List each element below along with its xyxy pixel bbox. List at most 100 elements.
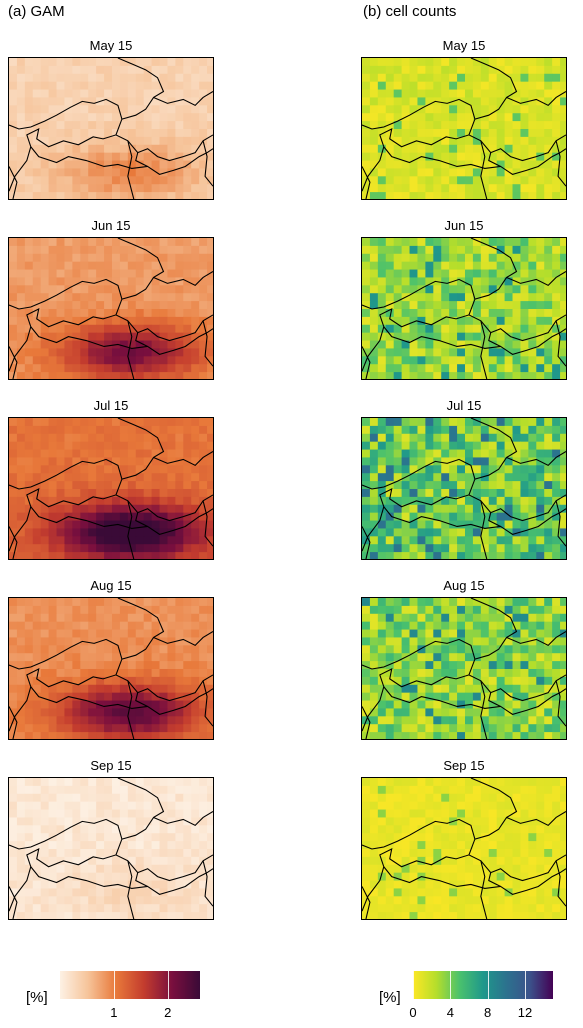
country-border	[490, 494, 566, 522]
country-border	[117, 418, 165, 480]
colorbar-tick	[413, 971, 414, 999]
country-border	[153, 91, 213, 106]
country-border	[490, 314, 566, 342]
country-border	[137, 674, 213, 702]
country-border	[383, 506, 501, 529]
country-border	[137, 854, 213, 882]
country-border	[480, 500, 488, 559]
country-border	[490, 854, 566, 882]
country-border	[153, 271, 213, 286]
country-border	[9, 166, 18, 199]
country-border	[202, 500, 213, 547]
country-border	[153, 451, 213, 466]
map-image	[8, 237, 214, 380]
country-border	[470, 58, 518, 120]
panel-title: Aug 15	[443, 578, 485, 593]
country-border	[9, 128, 213, 192]
country-border	[9, 706, 18, 739]
country-border	[555, 140, 566, 187]
country-border	[153, 811, 213, 826]
country-border	[470, 418, 518, 480]
country-border	[470, 238, 518, 300]
country-border	[555, 500, 566, 547]
panel-title: May 15	[442, 38, 486, 53]
country-border	[9, 526, 18, 559]
country-border	[127, 680, 135, 739]
country-border	[362, 458, 476, 496]
country-border	[30, 146, 148, 169]
country-border	[480, 680, 488, 739]
country-border	[9, 488, 213, 552]
map-image	[361, 597, 567, 740]
country-border	[490, 134, 566, 162]
legend-unit-gam: [%]	[26, 989, 48, 1006]
colorbar-tick-label: 0	[409, 1005, 417, 1020]
country-border	[362, 886, 371, 919]
map-image	[8, 597, 214, 740]
country-border	[362, 668, 566, 732]
country-border	[137, 134, 213, 162]
country-border	[362, 488, 566, 552]
country-border	[362, 166, 371, 199]
country-border	[9, 346, 18, 379]
country-border	[383, 146, 501, 169]
colorbar-tick-label: 1	[110, 1005, 118, 1020]
country-border	[30, 866, 148, 889]
map-image	[8, 57, 214, 200]
colorbar-tick	[525, 971, 526, 999]
country-border	[555, 320, 566, 367]
country-border	[383, 866, 501, 889]
country-border	[362, 308, 566, 372]
map-image	[361, 417, 567, 560]
country-border	[362, 638, 476, 676]
country-border	[383, 686, 501, 709]
column-title-cell-counts: (b) cell counts	[363, 3, 457, 20]
country-border	[202, 860, 213, 907]
country-border	[506, 91, 566, 106]
panel-title: Jul 15	[93, 398, 129, 413]
map-image	[361, 237, 567, 380]
country-border	[9, 458, 123, 496]
map-image	[361, 57, 567, 200]
country-border	[30, 506, 148, 529]
country-border	[117, 778, 165, 840]
country-border	[362, 98, 476, 136]
panel-title: Aug 15	[90, 578, 132, 593]
panel-title: Jul 15	[446, 398, 482, 413]
country-border	[9, 848, 213, 912]
country-border	[30, 326, 148, 349]
country-border	[362, 278, 476, 316]
panel-title: Jun 15	[444, 218, 484, 233]
country-border	[555, 680, 566, 727]
country-border	[383, 326, 501, 349]
country-border	[362, 128, 566, 192]
country-border	[506, 811, 566, 826]
map-image	[8, 417, 214, 560]
country-border	[470, 778, 518, 840]
country-border	[117, 58, 165, 120]
colorbar-tick-label: 12	[517, 1005, 533, 1020]
colorbar-counts	[413, 971, 553, 999]
country-border	[506, 631, 566, 646]
country-border	[202, 680, 213, 727]
colorbar-tick-label: 8	[484, 1005, 492, 1020]
colorbar-tick	[113, 971, 115, 999]
country-border	[9, 818, 123, 856]
colorbar-gam	[60, 971, 200, 999]
colorbar-tick	[167, 971, 169, 999]
country-border	[117, 598, 165, 660]
country-border	[480, 320, 488, 379]
country-border	[127, 500, 135, 559]
country-border	[480, 860, 488, 919]
panel-title: Sep 15	[443, 758, 485, 773]
country-border	[480, 140, 488, 199]
country-border	[490, 674, 566, 702]
panel-title: May 15	[89, 38, 133, 53]
country-border	[202, 140, 213, 187]
map-image	[8, 777, 214, 920]
country-border	[9, 638, 123, 676]
country-border	[137, 314, 213, 342]
country-border	[9, 886, 18, 919]
panel-title: Jun 15	[91, 218, 131, 233]
colorbar-tick	[487, 971, 489, 999]
